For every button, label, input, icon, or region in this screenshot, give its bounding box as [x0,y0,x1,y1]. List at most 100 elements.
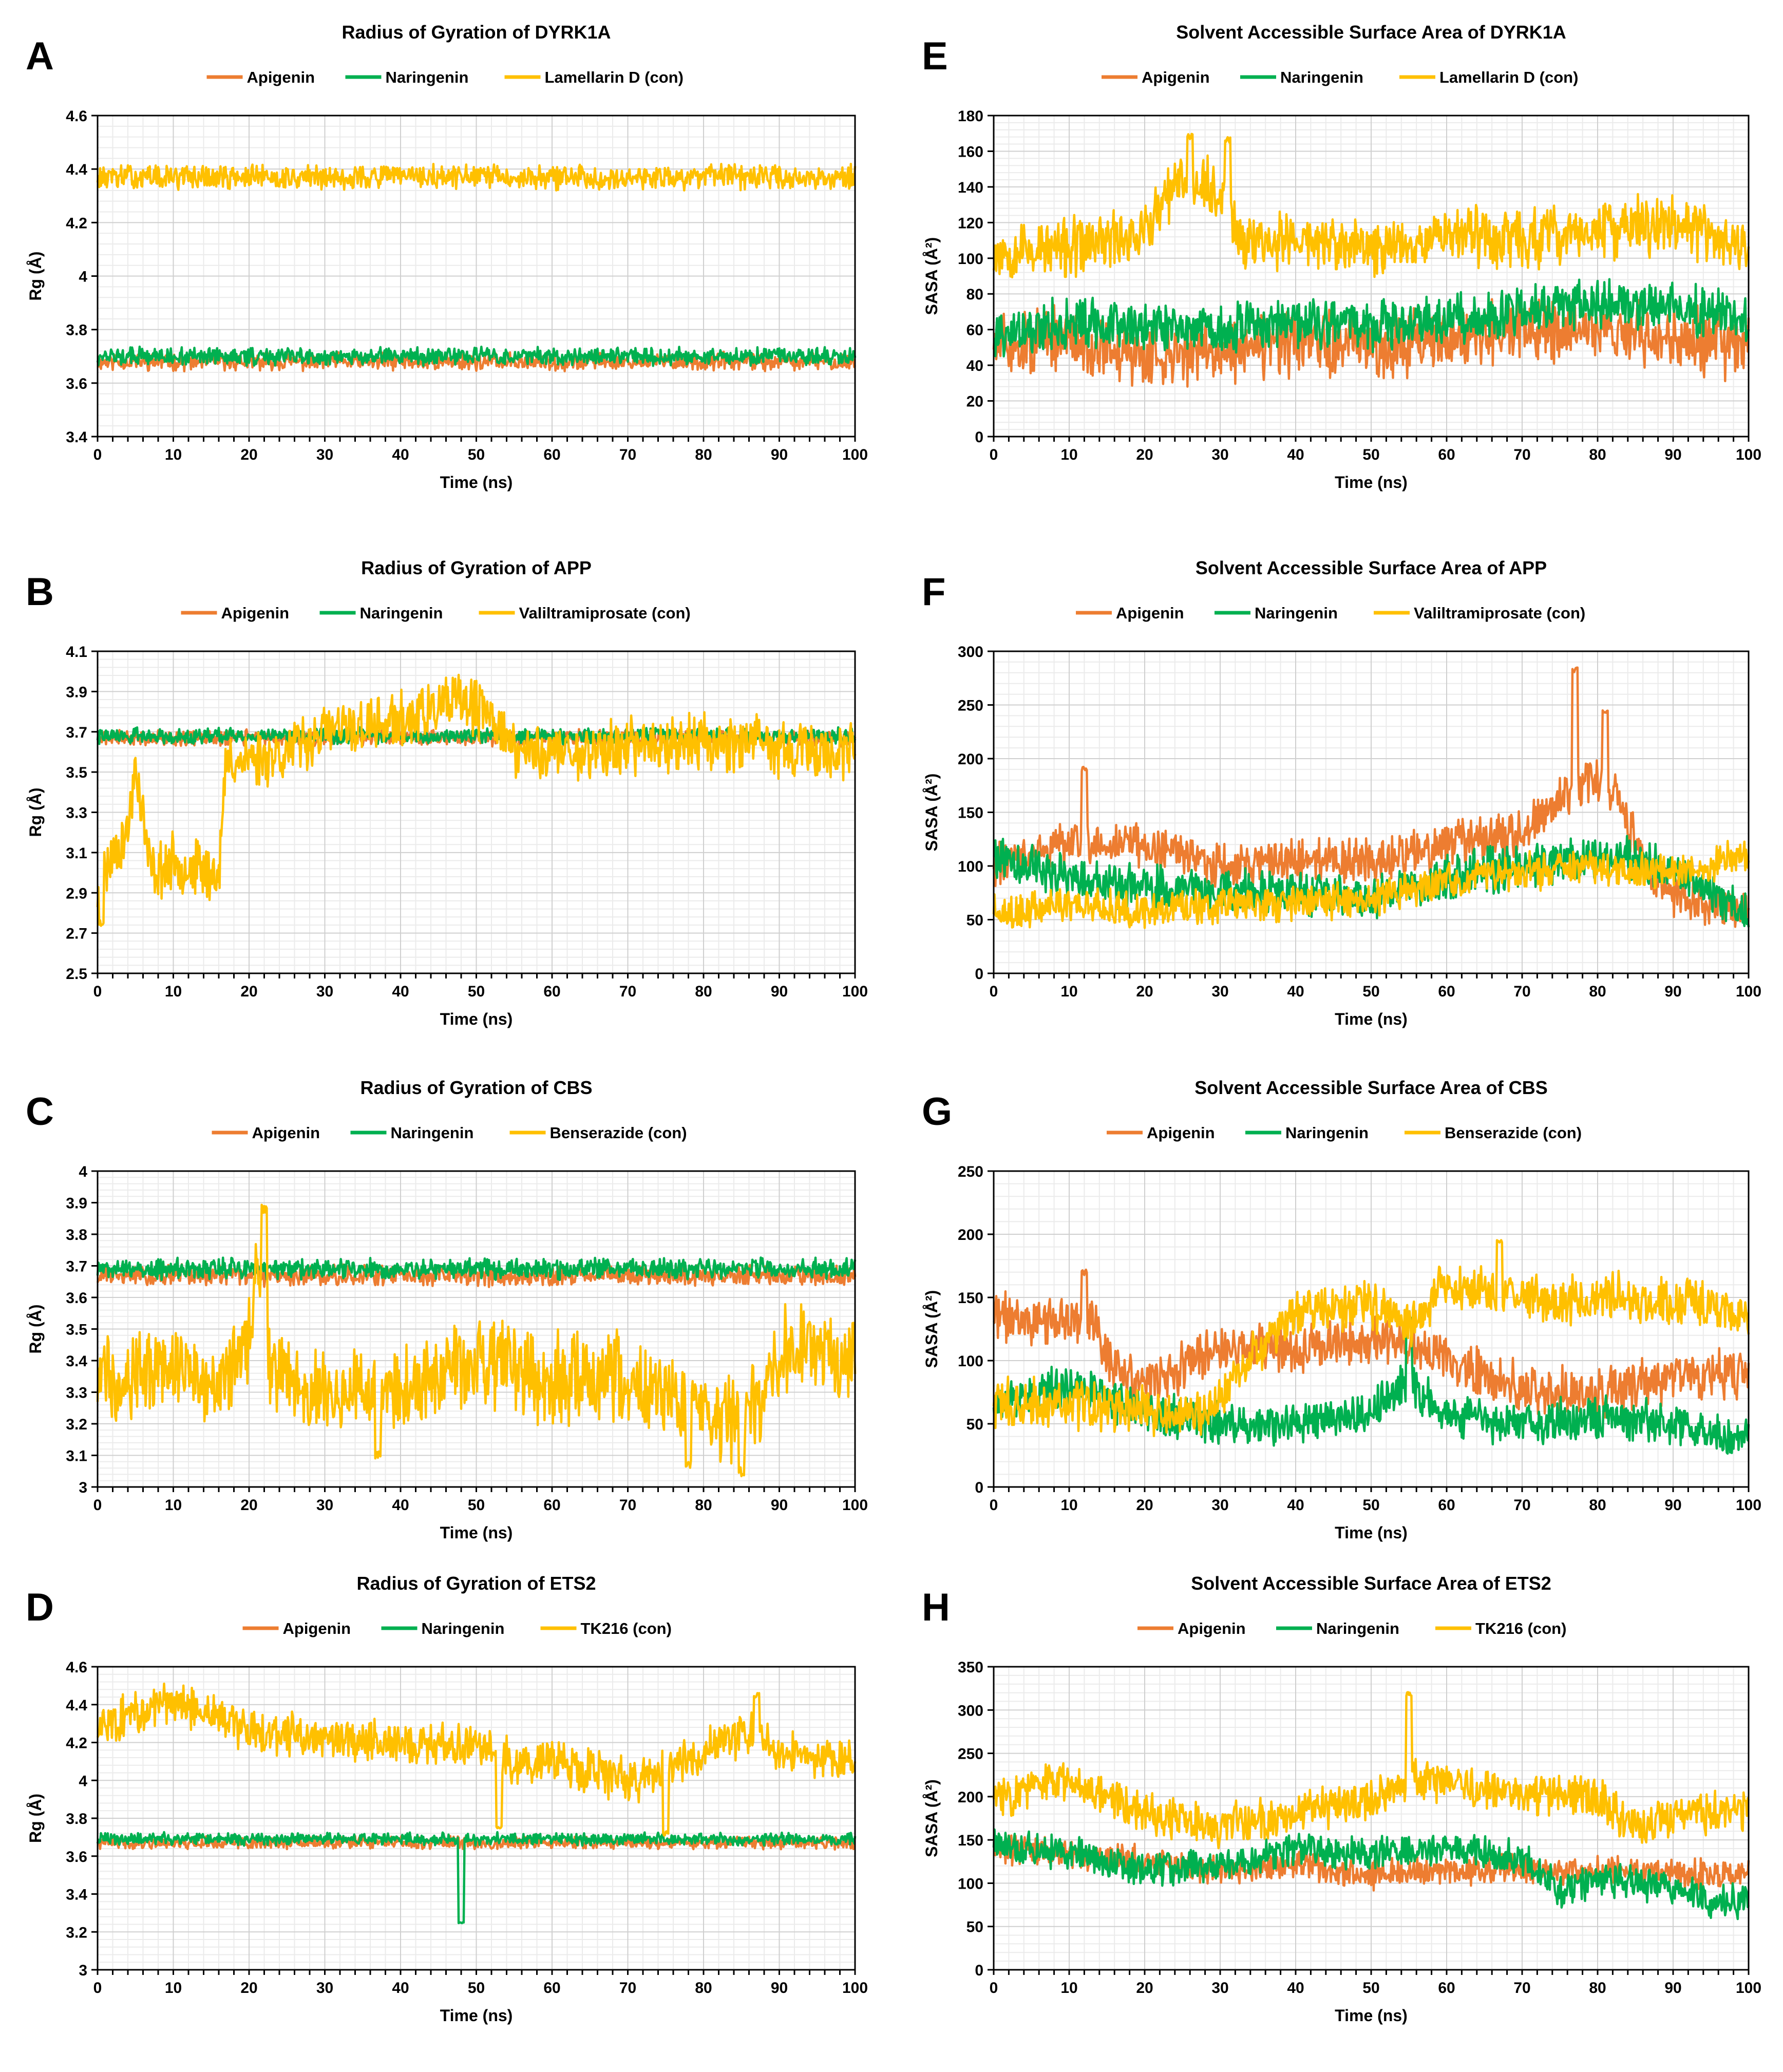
y-tick-label: 3.4 [66,429,87,446]
y-tick-label: 0 [975,966,983,983]
legend-label: Valiltramiprosate (con) [1414,604,1585,622]
chart-panel-b: B Radius of Gyration of APP Apigenin Naring… [26,557,868,1028]
x-tick-label: 50 [468,446,485,463]
x-tick-label: 20 [240,446,257,463]
x-tick-label: 40 [1287,1497,1304,1514]
y-tick-label: 250 [958,1163,983,1180]
chart-panel-e: E Solvent Accessible Surface Area of DYRK… [922,22,1761,492]
y-tick-label: 100 [958,1353,983,1370]
x-tick-label: 100 [842,983,868,1000]
x-tick-label: 70 [1513,1980,1530,1996]
chart-title: Solvent Accessible Surface Area of ETS2 [1191,1573,1551,1594]
y-tick-label: 300 [958,1702,983,1719]
plot-frame [97,1666,856,1971]
x-tick-label: 10 [165,446,182,463]
legend-label: TK216 (con) [1475,1619,1566,1637]
x-tick-label: 0 [93,446,102,463]
x-tick-label: 70 [1513,446,1530,463]
chart-legend: Apigenin Naringenin Valiltramiprosate (con… [181,604,691,622]
y-axis-label: Rg (Å) [26,1794,45,1843]
chart-title: Radius of Gyration of ETS2 [356,1573,596,1594]
chart-legend: Apigenin Naringenin Benserazide (con) [212,1124,687,1142]
x-tick-label: 30 [316,446,333,463]
y-axis-label: Rg (Å) [26,252,45,301]
y-tick-label: 300 [958,644,983,661]
chart-title: Radius of Gyration of DYRK1A [342,22,611,43]
y-tick-label: 3.3 [66,805,87,822]
y-tick-label: 2.9 [66,885,87,902]
plot-frame [97,650,856,974]
series-line-naringenin [96,345,857,367]
y-tick-label: 3.5 [66,1322,87,1339]
y-tick-label: 3.7 [66,724,87,741]
x-tick-label: 70 [1513,983,1530,1000]
x-tick-label: 50 [1362,446,1379,463]
y-tick-label: 3.4 [66,1353,87,1370]
x-tick-label: 0 [990,983,998,1000]
y-tick-label: 3.5 [66,764,87,781]
y-tick-label: 3.4 [66,1887,87,1904]
series-line-apigenin [992,296,1750,388]
y-tick-label: 3.8 [66,322,87,339]
y-tick-label: 3 [79,1479,87,1496]
plot-frame [97,115,856,438]
legend-label: Benserazide (con) [550,1124,687,1142]
legend-label: Apigenin [1178,1619,1246,1637]
x-tick-label: 100 [1736,1980,1761,1996]
series-line-benserazide-con [96,1203,857,1478]
x-tick-label: 80 [695,1980,712,1996]
y-tick-label: 3.1 [66,1448,87,1465]
x-tick-label: 90 [771,1497,788,1514]
legend-label: Apigenin [247,68,315,86]
legend-label: Naringenin [422,1619,505,1637]
y-tick-label: 3.1 [66,845,87,862]
y-tick-label: 250 [958,698,983,714]
legend-label: Naringenin [1280,68,1363,86]
legend-label: Apigenin [1147,1124,1215,1142]
y-tick-label: 2.7 [66,926,87,943]
legend-label: Lamellarin D (con) [1439,68,1578,86]
legend-label: Naringenin [1285,1124,1369,1142]
chart-panel-c: C Radius of Gyration of CBS Apigenin Naring… [26,1077,868,1542]
x-tick-label: 30 [316,983,333,1000]
chart-title: Solvent Accessible Surface Area of DYRK1… [1176,22,1566,43]
y-tick-label: 3.6 [66,1849,87,1866]
chart-title: Solvent Accessible Surface Area of APP [1196,557,1547,578]
series-line-lamellarin-d-con [992,133,1750,278]
y-tick-label: 200 [958,751,983,768]
y-tick-label: 50 [966,1416,983,1433]
y-tick-label: 20 [966,393,983,410]
y-tick-label: 100 [958,251,983,268]
plot-frame [97,1170,856,1488]
panel-letter: E [922,34,948,78]
y-tick-label: 3 [79,1962,87,1979]
x-tick-label: 100 [842,446,868,463]
y-tick-label: 4.6 [66,1659,87,1676]
x-tick-label: 0 [990,1497,998,1514]
y-tick-label: 50 [966,1919,983,1936]
x-tick-label: 50 [1362,1980,1379,1996]
y-tick-label: 4.4 [66,1697,87,1714]
y-tick-label: 150 [958,1832,983,1849]
panel-letter: C [26,1090,54,1134]
chart-legend: Apigenin Naringenin TK216 (con) [242,1619,672,1637]
series-line-valiltramiprosate-con [992,840,1750,929]
panel-letter: G [922,1090,952,1134]
x-tick-label: 10 [1060,983,1077,1000]
y-tick-label: 3.3 [66,1385,87,1402]
y-tick-label: 3.8 [66,1811,87,1828]
x-tick-label: 50 [468,983,485,1000]
series-line-tk216-con [992,1691,1750,1850]
x-tick-label: 100 [842,1980,868,1996]
x-tick-label: 40 [392,1980,409,1996]
y-tick-label: 80 [966,286,983,303]
x-axis-label: Time (ns) [440,473,513,492]
panel-letter: F [922,570,945,614]
x-tick-label: 60 [543,446,560,463]
legend-label: Naringenin [386,68,469,86]
x-tick-label: 80 [1589,983,1606,1000]
series-line-naringenin [96,1831,857,1925]
panel-letter: H [922,1586,950,1629]
series-line-apigenin [993,1834,1750,1892]
x-tick-label: 50 [468,1497,485,1514]
